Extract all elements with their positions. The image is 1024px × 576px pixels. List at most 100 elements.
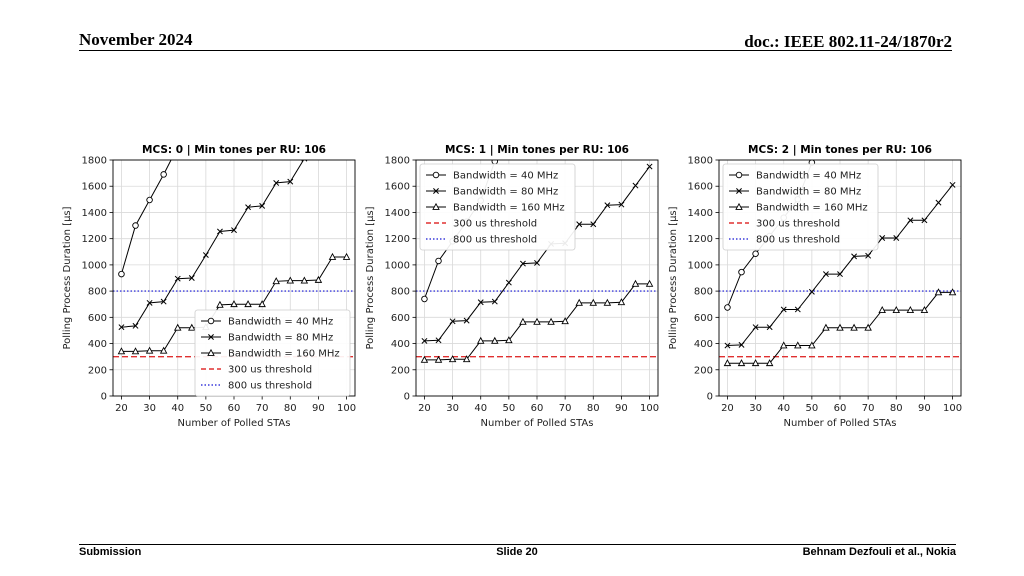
- x-marker-stroke: [132, 322, 139, 329]
- x-tick-label: 60: [531, 403, 544, 414]
- data-point: [160, 298, 167, 305]
- data-point: [477, 299, 484, 306]
- x-marker-stroke: [463, 317, 470, 324]
- series-line-2: [121, 160, 305, 328]
- legend-item: 800 us threshold: [426, 235, 537, 246]
- y-axis-label: Polling Process Duration [μs]: [62, 206, 73, 349]
- data-point: [216, 228, 223, 235]
- legend: Bandwidth = 40 MHz Bandwidth = 80 MHz Band…: [722, 163, 879, 251]
- footer-submission: Submission: [79, 546, 142, 558]
- legend-label: Bandwidth = 160 MHz: [756, 203, 868, 214]
- data-point: [808, 341, 816, 349]
- legend-item: Bandwidth = 160 MHz: [729, 203, 868, 214]
- y-tick-label: 1800: [688, 156, 713, 167]
- data-point: [245, 204, 252, 211]
- y-tick-label: 0: [707, 392, 713, 403]
- y-tick-label: 400: [88, 339, 107, 350]
- legend-label: 300 us threshold: [453, 219, 537, 230]
- data-point: [948, 288, 957, 296]
- y-tick-label: 1400: [688, 208, 713, 219]
- data-point: [244, 300, 252, 308]
- data-point: [631, 279, 640, 287]
- x-marker-stroke: [780, 306, 787, 313]
- data-point: [188, 275, 195, 281]
- y-tick-label: 200: [391, 365, 410, 376]
- data-point: [216, 300, 224, 308]
- header-rule: [79, 50, 952, 51]
- legend-label: 300 us threshold: [756, 219, 840, 230]
- x-marker-stroke: [752, 324, 759, 331]
- data-point: [906, 305, 915, 313]
- header-doc-id: doc.: IEEE 802.11-24/1870r2: [744, 32, 952, 51]
- legend-label: Bandwidth = 160 MHz: [228, 349, 340, 360]
- x-tick-label: 40: [777, 403, 790, 414]
- y-tick-label: 800: [391, 287, 410, 298]
- chart-panel-3: 20 30 40 50 60 70 80 90 100020040060080010001200…: [668, 144, 962, 429]
- data-point: [547, 317, 555, 325]
- x-tick-label: 40: [474, 403, 487, 414]
- data-point: [533, 317, 541, 325]
- x-marker-stroke: [188, 275, 195, 281]
- data-point: [258, 300, 266, 308]
- data-point: [765, 359, 774, 367]
- x-marker-stroke: [491, 298, 498, 305]
- x-marker-stroke: [433, 188, 439, 194]
- legend: Bandwidth = 40 MHz Bandwidth = 80 MHz Band…: [194, 309, 351, 397]
- y-tick-label: 1400: [385, 208, 410, 219]
- data-point: [314, 275, 323, 283]
- data-point: [328, 252, 337, 260]
- data-point: [617, 298, 626, 306]
- data-point: [794, 341, 802, 349]
- legend-marker: [207, 348, 215, 356]
- data-point: [519, 317, 527, 325]
- x-marker-stroke: [724, 342, 731, 349]
- data-point: [462, 355, 471, 363]
- legend-box: [722, 163, 879, 251]
- legend-label: Bandwidth = 40 MHz: [228, 317, 333, 328]
- x-marker-stroke: [893, 235, 900, 241]
- data-point: [738, 341, 745, 348]
- data-point: [160, 171, 167, 178]
- data-point: [779, 341, 788, 349]
- x-marker-stroke: [208, 334, 214, 340]
- x-tick-label: 100: [640, 403, 659, 414]
- data-point: [632, 182, 639, 189]
- data-point: [646, 163, 653, 170]
- x-marker-stroke: [216, 228, 223, 235]
- x-marker-stroke: [822, 271, 829, 278]
- x-tick-label: 90: [918, 403, 931, 414]
- y-tick-label: 1400: [82, 208, 107, 219]
- x-tick-label: 100: [943, 403, 962, 414]
- legend-item: 300 us threshold: [729, 219, 840, 230]
- data-point: [273, 179, 280, 186]
- data-point: [837, 271, 843, 278]
- y-tick-label: 1000: [385, 260, 410, 271]
- data-point: [921, 217, 928, 224]
- data-point: [751, 359, 760, 367]
- x-marker-stroke: [738, 341, 745, 348]
- data-point: [421, 337, 428, 344]
- legend-item: 800 us threshold: [201, 381, 312, 392]
- data-point: [780, 306, 787, 313]
- legend-item: Bandwidth = 160 MHz: [201, 349, 340, 360]
- legend-box: [419, 163, 576, 251]
- data-point: [724, 342, 731, 349]
- x-tick-label: 70: [559, 403, 572, 414]
- data-point: [300, 276, 309, 284]
- data-point: [173, 323, 182, 331]
- data-point: [420, 355, 429, 363]
- x-marker-stroke: [174, 275, 181, 282]
- legend-marker: [735, 202, 743, 210]
- legend-marker: [208, 334, 214, 340]
- data-point: [864, 323, 872, 331]
- data-point: [146, 196, 153, 204]
- x-tick-label: 90: [615, 403, 628, 414]
- legend-marker: [207, 317, 215, 325]
- data-point: [603, 298, 612, 306]
- legend-item: Bandwidth = 160 MHz: [426, 203, 565, 214]
- data-point: [934, 288, 943, 296]
- data-point: [766, 324, 773, 331]
- legend-item: 800 us threshold: [729, 235, 840, 246]
- x-axis-label: Number of Polled STAs: [784, 418, 897, 429]
- x-marker-stroke: [879, 235, 886, 241]
